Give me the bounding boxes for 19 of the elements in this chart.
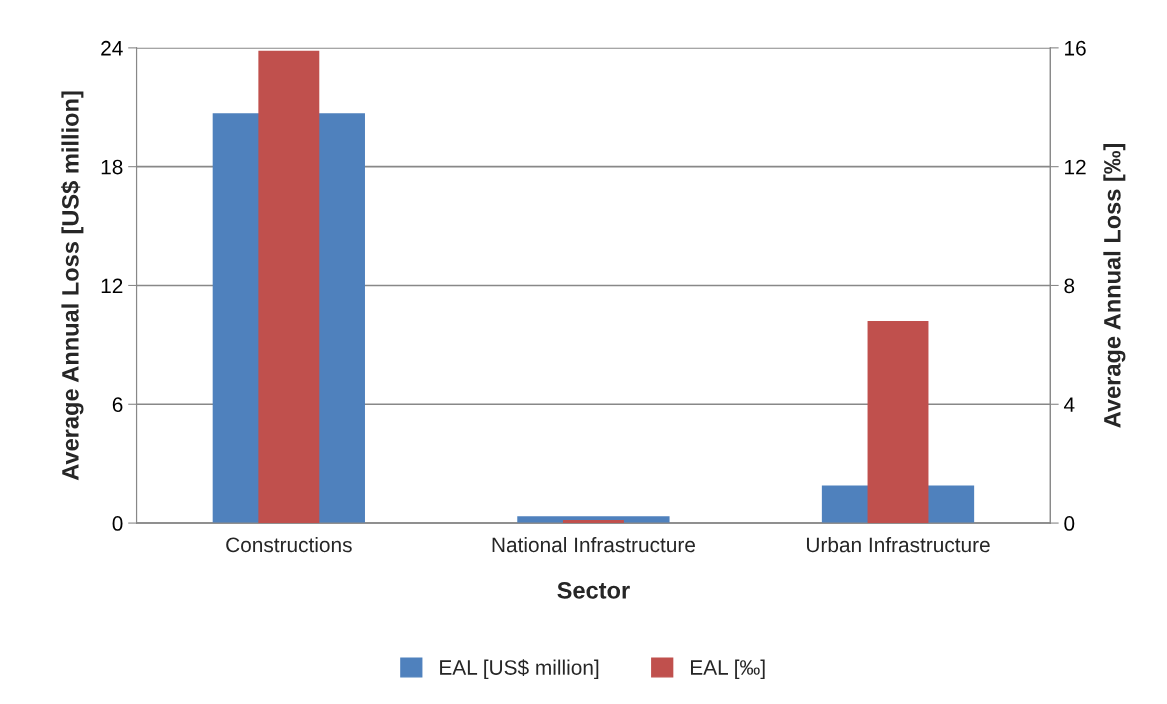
y2-tick-label: 4 xyxy=(1063,397,1075,412)
x-axis-title: Sector xyxy=(557,582,630,599)
legend-label: EAL [‰] xyxy=(691,659,765,679)
y2-axis-title: Average Annual Loss [‰] xyxy=(1103,144,1126,428)
y-axis-title: Average Annual Loss [US$ million] xyxy=(60,91,84,481)
y-tick-label: 18 xyxy=(101,159,123,175)
y2-tick-label: 12 xyxy=(1065,159,1086,175)
x-tick-label: National Infrastructure xyxy=(492,536,695,553)
y2-tick-label: 0 xyxy=(1064,516,1075,531)
x-tick-label: Constructions xyxy=(226,536,352,553)
y-tick-label: 0 xyxy=(112,516,123,531)
x-tick-label: Urban Infrastructure xyxy=(806,536,990,553)
y-tick-label: 6 xyxy=(112,397,123,413)
bar xyxy=(562,520,624,524)
y2-tick-label: 8 xyxy=(1064,278,1075,294)
y-tick-label: 12 xyxy=(101,278,123,294)
legend-label: EAL [US$ million] xyxy=(440,659,599,679)
y-tick-label: 24 xyxy=(101,40,123,56)
y2-tick-label: 16 xyxy=(1065,40,1086,56)
